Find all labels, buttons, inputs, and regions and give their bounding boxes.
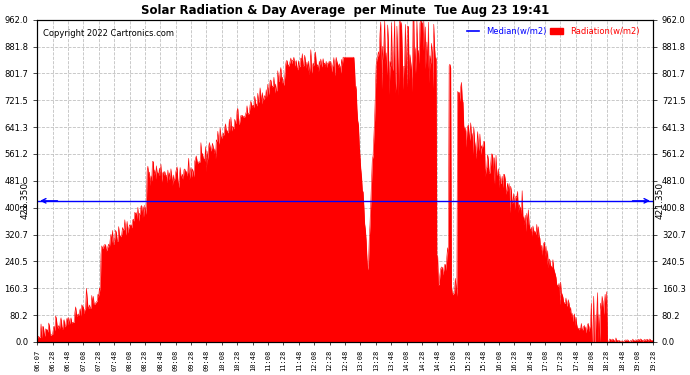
Text: 421.350: 421.350 — [656, 182, 665, 219]
Text: 421.350: 421.350 — [21, 182, 30, 219]
Text: Copyright 2022 Cartronics.com: Copyright 2022 Cartronics.com — [43, 29, 175, 38]
Legend: Median(w/m2), Radiation(w/m2): Median(w/m2), Radiation(w/m2) — [464, 24, 642, 39]
Title: Solar Radiation & Day Average  per Minute  Tue Aug 23 19:41: Solar Radiation & Day Average per Minute… — [141, 4, 549, 17]
